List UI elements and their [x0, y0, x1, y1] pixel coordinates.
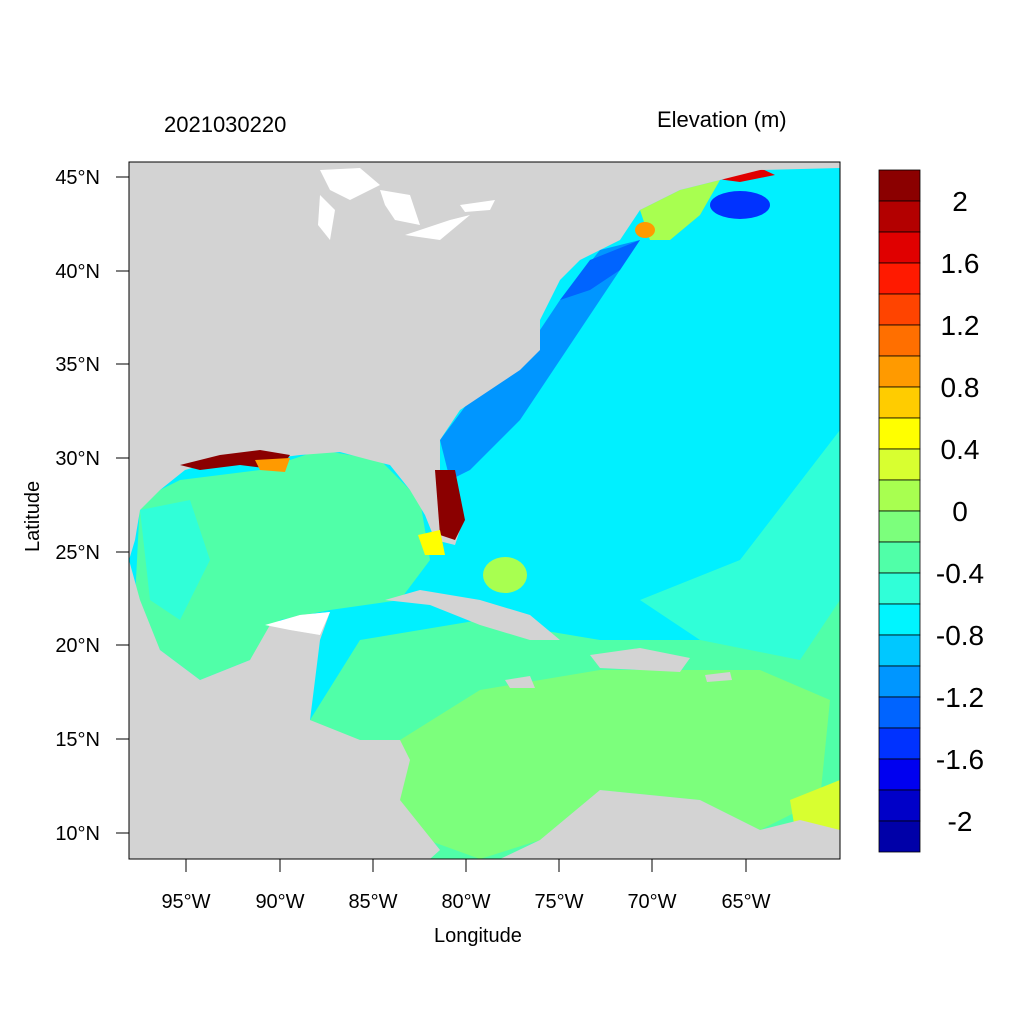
- x-tick-label: 70°W: [627, 891, 676, 913]
- colorbar-swatch: [878, 758, 921, 791]
- puerto-rico-land: [705, 672, 732, 682]
- y-tick-label: 25°N: [55, 542, 100, 564]
- caribbean-sea: [400, 670, 830, 859]
- gulf-west-band: [140, 500, 210, 620]
- x-tick-label: 95°W: [161, 891, 210, 913]
- colorbar-labels: 2 1.6 1.2 0.8 0.4 0 -0.4 -0.8 -1.2 -1.6 -2: [936, 186, 984, 837]
- ne-coast-positive: [640, 180, 720, 240]
- colorbar-swatch: [878, 696, 921, 729]
- colorbar-title: Elevation (m): [657, 107, 787, 132]
- lake-ontario: [460, 200, 495, 212]
- y-tick-label: 45°N: [55, 167, 100, 189]
- cape-cod-high: [635, 222, 655, 238]
- lake-superior: [320, 168, 380, 200]
- colorbar-swatch: [878, 417, 921, 450]
- colorbar-swatch: [878, 324, 921, 357]
- lake-michigan: [318, 195, 335, 240]
- bay-of-fundy-high: [710, 168, 775, 182]
- gulf-of-mexico: [135, 450, 430, 680]
- map-frame: [128, 161, 841, 860]
- y-axis-ticks: 45°N 40°N 35°N 30°N 25°N 20°N 15°N 10°N: [55, 167, 129, 845]
- colorbar-swatch: [878, 355, 921, 388]
- lake-huron: [380, 190, 420, 225]
- x-axis-title: Longitude: [434, 925, 522, 947]
- colorbar-swatch: [878, 727, 921, 760]
- colorbar-swatch: [878, 820, 921, 853]
- x-tick-label: 80°W: [441, 891, 490, 913]
- mexico-central-america-land: [129, 560, 440, 859]
- cuba-land: [385, 590, 560, 640]
- gulf-of-maine-low: [710, 191, 770, 219]
- colorbar-swatch: [878, 448, 921, 481]
- colorbar: [878, 169, 921, 853]
- colorbar-label: 1.6: [941, 248, 980, 279]
- y-tick-label: 20°N: [55, 635, 100, 657]
- colorbar-label: 1.2: [941, 310, 980, 341]
- colorbar-label: -0.4: [936, 558, 984, 589]
- y-tick-label: 40°N: [55, 261, 100, 283]
- y-tick-label: 10°N: [55, 823, 100, 845]
- x-tick-label: 65°W: [721, 891, 770, 913]
- bahamas-bank: [483, 557, 527, 593]
- y-tick-label: 15°N: [55, 729, 100, 751]
- jamaica-land: [505, 676, 535, 688]
- map-panel: [129, 162, 840, 859]
- colorbar-swatch: [878, 789, 921, 822]
- colorbar-swatch: [878, 634, 921, 667]
- colorbar-label: 0.8: [941, 372, 980, 403]
- colorbar-swatch: [878, 479, 921, 512]
- y-tick-label: 35°N: [55, 354, 100, 376]
- colorbar-swatch: [878, 293, 921, 326]
- x-tick-label: 90°W: [255, 891, 304, 913]
- florida-high-water: [435, 470, 465, 540]
- colorbar-label: 0: [952, 496, 968, 527]
- north-america-land: [129, 162, 840, 560]
- louisiana-high: [255, 458, 290, 472]
- atlantic-low-band: [560, 240, 640, 300]
- colorbar-swatch: [878, 200, 921, 233]
- florida-bay-high: [418, 530, 445, 555]
- colorbar-swatch: [878, 169, 921, 202]
- colorbar-swatch: [878, 541, 921, 574]
- colorbar-swatch: [878, 386, 921, 419]
- south-america-land: [500, 790, 840, 859]
- colorbar-swatch: [878, 262, 921, 295]
- colorbar-label: 2: [952, 186, 968, 217]
- colorbar-swatch: [878, 231, 921, 264]
- colorbar-swatch: [878, 572, 921, 605]
- colorbar-swatch: [878, 510, 921, 543]
- colorbar-swatch: [878, 665, 921, 698]
- x-axis-ticks: 95°W 90°W 85°W 80°W 75°W 70°W 65°W: [161, 859, 771, 913]
- map-date-title: 2021030220: [164, 112, 287, 137]
- x-tick-label: 85°W: [348, 891, 397, 913]
- colorbar-label: -2: [948, 806, 973, 837]
- x-tick-label: 75°W: [534, 891, 583, 913]
- lake-erie: [405, 215, 470, 240]
- y-tick-label: 30°N: [55, 448, 100, 470]
- colorbar-swatch: [878, 603, 921, 636]
- atlantic-negative-band: [440, 240, 640, 480]
- yucatan-shelf: [265, 612, 330, 635]
- colorbar-label: 0.4: [941, 434, 980, 465]
- colorbar-label: -0.8: [936, 620, 984, 651]
- east-atlantic-band: [640, 430, 840, 680]
- hispaniola-land: [590, 648, 690, 672]
- colorbar-label: -1.6: [936, 744, 984, 775]
- colorbar-label: -1.2: [936, 682, 984, 713]
